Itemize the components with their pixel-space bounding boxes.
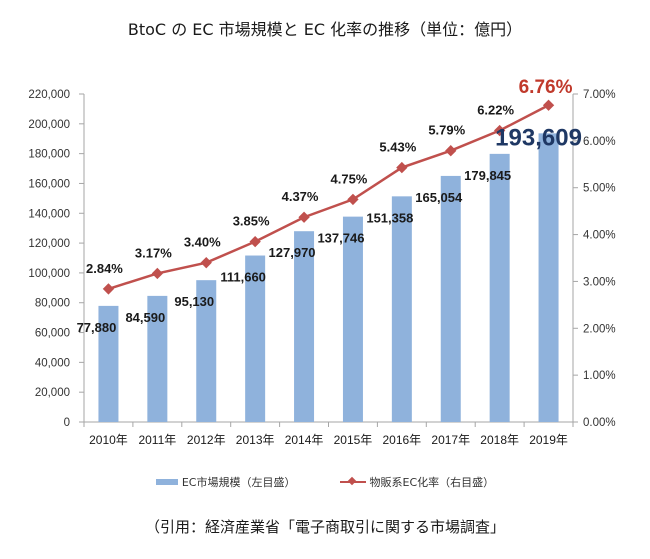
bar (147, 295, 168, 422)
bar-data-labels: 77,88084,59095,130111,660127,970137,7461… (77, 124, 582, 335)
x-tick-label: 2013年 (236, 433, 275, 447)
bar (440, 175, 461, 422)
line-data-label: 3.17% (135, 245, 172, 260)
left-tick-label: 180,000 (28, 149, 70, 161)
left-axis: 0 20,000 40,000 60,000 80,000 100,000 120,000 1… (28, 89, 85, 429)
bar (342, 216, 363, 422)
line-data-label: 3.85% (233, 214, 270, 229)
bar (538, 133, 559, 422)
bar-data-label: 151,358 (366, 210, 413, 225)
bar-data-label: 137,746 (317, 231, 364, 246)
line-series (102, 99, 555, 295)
line-data-labels: 2.84% 3.17% 3.40% 3.85% 4.37% 4.75% 5.43% 5.79%… (86, 77, 573, 276)
rate-point (396, 161, 408, 174)
left-tick-label: 20,000 (35, 387, 70, 399)
bar-data-label-highlight: 193,609 (495, 124, 582, 151)
left-tick-label: 220,000 (28, 89, 70, 101)
rate-point (298, 211, 310, 223)
right-tick-label: 4.00% (583, 230, 616, 242)
chart-title: BtoC の EC 市場規模と EC 化率の推移（単位：億円） (127, 20, 523, 39)
left-tick-label: 100,000 (28, 268, 70, 280)
x-tick-label: 2012年 (187, 433, 226, 447)
line-data-label-highlight: 6.76% (519, 77, 573, 98)
line-data-label: 5.43% (379, 140, 416, 155)
right-tick-label: 2.00% (583, 323, 616, 335)
bar-data-label: 165,054 (415, 190, 463, 205)
bar (196, 280, 217, 422)
right-tick-label: 5.00% (583, 183, 616, 195)
bar-data-label: 77,880 (77, 320, 117, 335)
bar-data-label: 84,590 (125, 310, 165, 325)
x-tick-label: 2018年 (480, 433, 519, 447)
left-tick-label: 160,000 (28, 178, 70, 190)
bar-data-label: 111,660 (220, 270, 266, 285)
line-data-label: 6.22% (477, 103, 514, 118)
rate-point (151, 267, 164, 280)
bar (98, 305, 119, 422)
bar (294, 231, 315, 422)
line-data-label: 3.40% (184, 235, 221, 250)
legend-item-ec-market[interactable]: EC市場規模（左目盛） (155, 474, 296, 490)
legend-label-ec-rate: 物販系EC化率（右目盛） (369, 476, 495, 489)
line-data-label: 5.79% (428, 123, 465, 138)
line-data-label: 2.84% (86, 261, 123, 276)
rate-point (347, 193, 359, 206)
x-tick-label: 2016年 (382, 433, 421, 447)
left-tick-label: 60,000 (35, 328, 70, 340)
bar-data-label: 127,970 (269, 245, 316, 260)
x-tick-label: 2014年 (285, 433, 324, 447)
right-tick-label: 1.00% (583, 370, 616, 382)
rate-point (102, 283, 115, 295)
left-tick-label: 140,000 (28, 208, 70, 220)
left-tick-label: 40,000 (35, 357, 70, 369)
bar-data-label: 179,845 (464, 168, 511, 183)
chart-plot: 0 20,000 40,000 60,000 80,000 100,000 120,000 1… (28, 77, 616, 447)
line-diamond-swatch-icon (339, 477, 366, 487)
bar-series (98, 133, 559, 423)
legend: EC市場規模（左目盛） 物販系EC化率（右目盛） (0, 474, 650, 490)
x-tick-label: 2015年 (334, 433, 373, 447)
x-tick-label: 2017年 (431, 433, 470, 447)
x-tick-label: 2010年 (89, 433, 128, 447)
legend-label-ec-market: EC市場規模（左目盛） (181, 476, 296, 489)
rate-point (445, 145, 457, 157)
x-tick-label: 2011年 (138, 433, 176, 447)
right-tick-label: 7.00% (583, 89, 616, 101)
right-tick-label: 6.00% (583, 136, 616, 148)
right-tick-label: 0.00% (583, 417, 616, 429)
rate-line (108, 104, 550, 291)
legend-item-ec-rate[interactable]: 物販系EC化率（右目盛） (339, 474, 495, 490)
rate-point (542, 99, 555, 111)
left-tick-label: 0 (64, 417, 70, 429)
bar (245, 255, 266, 422)
right-axis: 0.00% 1.00% 2.00% 3.00% 4.00% 5.00% 6.00% 7.00% (572, 89, 616, 429)
bar (489, 153, 510, 423)
rate-point (249, 235, 261, 248)
source-citation: （引用：経済産業省「電子商取引に関する市場調査」 (144, 518, 505, 536)
x-tick-label: 2019年 (529, 433, 568, 447)
line-data-label: 4.37% (282, 189, 319, 204)
x-axis: 2010年 2011年 2012年 2013年 2014年 2015年 2016年 2017年… (83, 421, 574, 447)
left-tick-label: 80,000 (35, 298, 70, 310)
bar-swatch-icon (155, 479, 178, 485)
rate-point (200, 257, 212, 269)
right-tick-label: 3.00% (583, 276, 616, 288)
line-data-label: 4.75% (331, 171, 368, 186)
bar (391, 196, 412, 422)
left-tick-label: 120,000 (28, 238, 70, 250)
left-tick-label: 200,000 (28, 119, 70, 131)
bar-data-label: 95,130 (174, 294, 214, 309)
